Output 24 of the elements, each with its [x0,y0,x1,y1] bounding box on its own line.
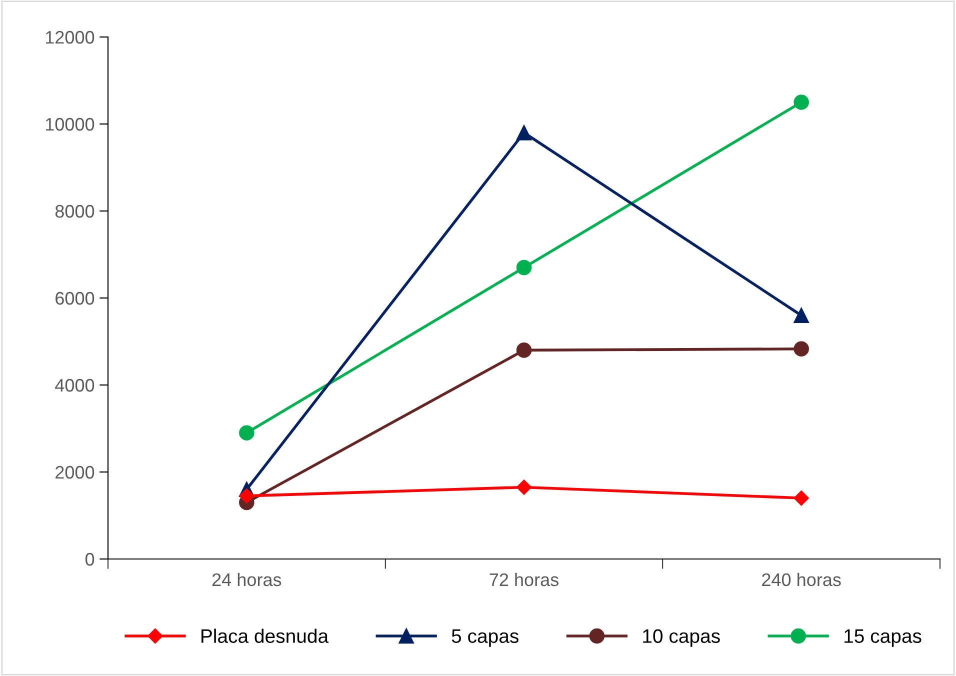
y-tick-label: 10000 [46,118,94,131]
y-tick-label: 12000 [46,30,94,44]
point [239,425,254,440]
x-tick-label: 240 horas [762,572,841,586]
point [516,342,532,358]
y-tick-label: 0 [85,552,94,566]
point [794,308,809,324]
legend-label: 10 capas [643,629,720,647]
legend-label: 5 capas [452,629,518,647]
point [516,480,532,495]
point [516,125,532,140]
point [516,260,532,276]
y-tick-label: 8000 [55,204,94,218]
point [794,94,809,110]
point [239,488,254,504]
y-tick-label: 4000 [55,378,94,392]
x-tick-label: 72 horas [490,572,558,586]
point [794,341,809,357]
legend-label: Placa desnuda [202,628,329,643]
x-tick-label: 24 horas [212,572,282,586]
legend-label: 15 capas [844,629,922,647]
point [794,490,809,506]
y-tick-label: 2000 [56,466,94,479]
y-tick-label: 6000 [56,292,94,305]
